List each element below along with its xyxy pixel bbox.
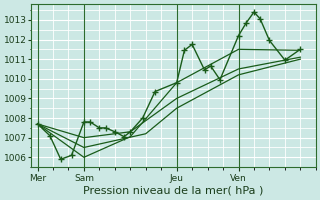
X-axis label: Pression niveau de la mer( hPa ): Pression niveau de la mer( hPa ) bbox=[84, 186, 264, 196]
